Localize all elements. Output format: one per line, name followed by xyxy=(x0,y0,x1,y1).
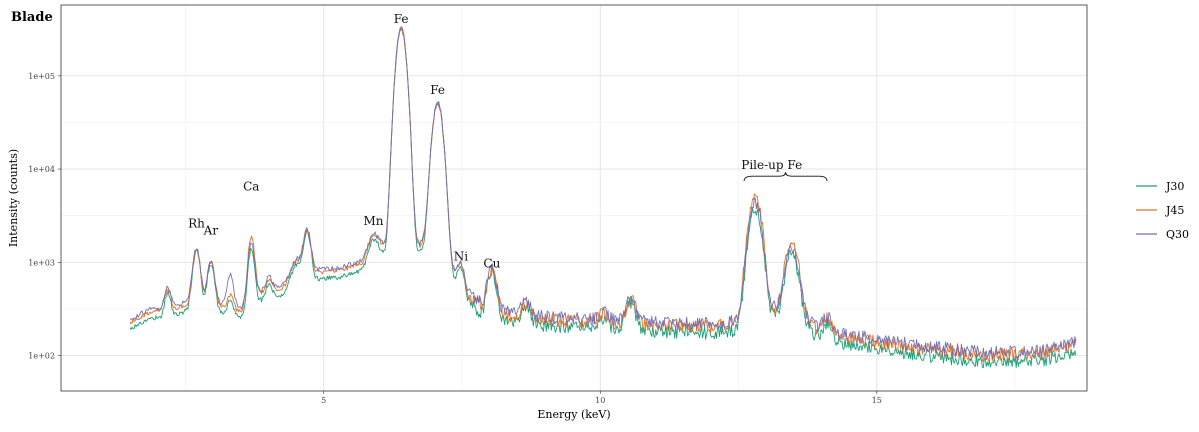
series-layer xyxy=(129,26,1077,369)
y-tick-label: 1e+04 xyxy=(28,165,55,174)
peak-label: Rh xyxy=(188,217,205,231)
x-tick-label: 5 xyxy=(321,396,326,405)
plot-panel-border xyxy=(60,4,1088,392)
peak-label: Pile-up Fe xyxy=(741,158,802,172)
legend-label-j30: J30 xyxy=(1165,180,1184,193)
pile-up-bracket xyxy=(743,172,828,182)
y-axis-title: Intensity (counts) xyxy=(7,149,20,247)
legend-label-q30: Q30 xyxy=(1166,228,1189,241)
chart-title: Blade xyxy=(11,10,53,25)
x-tick-label: 10 xyxy=(595,396,605,405)
peak-label: Ni xyxy=(454,249,469,263)
series-line-j30 xyxy=(129,27,1077,369)
series-line-q30 xyxy=(129,26,1077,359)
peak-label: Fe xyxy=(394,12,409,26)
grid-layer xyxy=(61,5,1087,391)
series-line-j45 xyxy=(129,26,1077,362)
legend: J30 J45 Q30 xyxy=(1136,180,1189,241)
y-tick-label: 1e+05 xyxy=(28,72,55,81)
peak-label: Ar xyxy=(203,223,219,237)
x-tick-label: 15 xyxy=(872,396,882,405)
peak-label: Cu xyxy=(483,257,500,271)
peak-label: Ca xyxy=(243,179,259,193)
peak-label: Mn xyxy=(363,214,383,228)
y-tick-label: 1e+03 xyxy=(28,258,55,267)
peak-label: Fe xyxy=(430,83,445,97)
y-tick-label: 1e+02 xyxy=(28,352,55,361)
x-axis-title: Energy (keV) xyxy=(537,408,610,421)
legend-label-j45: J45 xyxy=(1165,204,1184,217)
tick-layer: 5 10 15 1e+02 1e+03 1e+04 1e+05 xyxy=(28,72,882,405)
